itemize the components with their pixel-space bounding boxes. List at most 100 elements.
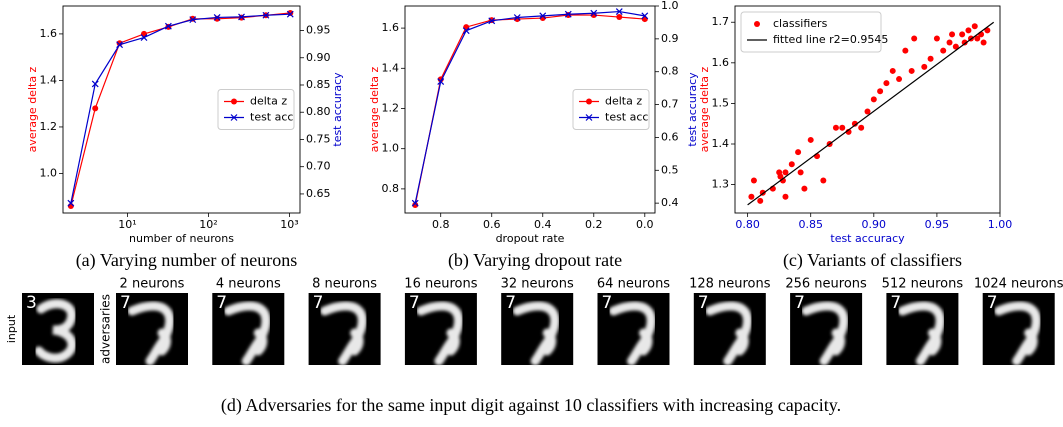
marker bbox=[757, 197, 764, 204]
y2-tick-label: 0.6 bbox=[661, 130, 679, 143]
x-tick-label: 0.8 bbox=[432, 218, 450, 231]
marker bbox=[949, 31, 956, 38]
y2-tick-label: 0.7 bbox=[661, 98, 679, 111]
input-label: input bbox=[5, 314, 18, 343]
digit-label: 7 bbox=[409, 293, 420, 313]
column-title: 2 neurons bbox=[120, 277, 185, 292]
caption: (c) Variants of classifiers bbox=[783, 250, 962, 271]
marker bbox=[797, 169, 804, 176]
marker bbox=[788, 161, 795, 168]
marker bbox=[641, 16, 648, 23]
column-title: 16 neurons bbox=[404, 277, 477, 292]
chart-panel: 0.8 0.6 0.4 0.2 0.0 0.8 1.0 1.2 1.4 1.6 0.4 0.5 0.6 0… bbox=[368, 0, 699, 245]
marker bbox=[959, 31, 966, 38]
chart-panel: 10¹ 10² 10³ 1.0 1.2 1.4 1.6 0.65 0.70 0.75 0.80 0.8… bbox=[26, 5, 344, 245]
digit-stroke bbox=[320, 301, 367, 366]
y2-tick-label: 0.70 bbox=[306, 160, 331, 173]
y2-tick-label: 0.95 bbox=[306, 24, 331, 37]
legend-label: fitted line r2=0.9545 bbox=[773, 33, 888, 46]
digit-stroke bbox=[416, 301, 464, 366]
legend-label: test acc bbox=[605, 111, 648, 124]
x-tick-label: 0.4 bbox=[534, 218, 552, 231]
y2-tick-label: 0.90 bbox=[306, 51, 331, 64]
marker bbox=[412, 201, 419, 208]
column-title: 8 neurons bbox=[312, 277, 377, 292]
legend-label: delta z bbox=[250, 95, 287, 108]
digit-label: 7 bbox=[987, 293, 998, 313]
marker bbox=[67, 199, 75, 207]
marker bbox=[286, 10, 294, 18]
x-tick-label: 0.6 bbox=[483, 218, 501, 231]
marker bbox=[946, 39, 953, 46]
y-tick-label: 0.8 bbox=[382, 182, 400, 195]
marker bbox=[911, 35, 918, 42]
column-title: 1024 neurons bbox=[974, 277, 1063, 292]
y-tick-label: 1.6 bbox=[40, 27, 58, 40]
marker bbox=[189, 16, 197, 24]
column-title: 4 neurons bbox=[216, 277, 281, 292]
marker bbox=[795, 149, 802, 156]
y2-axis-label: test accuracy bbox=[686, 72, 699, 147]
y-axis-label: average delta z bbox=[368, 66, 381, 152]
marker bbox=[889, 67, 896, 74]
y-tick-label: 1.4 bbox=[382, 61, 400, 74]
marker bbox=[820, 177, 827, 184]
marker bbox=[164, 22, 172, 30]
digit-label: 7 bbox=[602, 293, 613, 313]
x-tick-label: 10³ bbox=[280, 218, 298, 231]
caption: (a) Varying number of neurons bbox=[76, 250, 298, 271]
marker bbox=[933, 35, 940, 42]
plot-frame bbox=[404, 5, 656, 214]
digit-stroke bbox=[223, 301, 271, 366]
marker bbox=[238, 13, 245, 21]
marker bbox=[411, 199, 419, 207]
y-tick-label: 1.0 bbox=[382, 142, 400, 155]
legend-box bbox=[740, 11, 882, 53]
digit-label: 7 bbox=[794, 293, 805, 313]
y-axis-label: average delta z bbox=[26, 66, 39, 152]
marker bbox=[116, 41, 124, 49]
y-tick-label: 1.7 bbox=[712, 15, 730, 28]
legend-label: test acc bbox=[250, 111, 293, 124]
y-tick-label: 1.2 bbox=[382, 101, 400, 114]
plot-frame bbox=[734, 5, 1001, 214]
marker bbox=[782, 193, 789, 200]
marker bbox=[896, 76, 903, 83]
caption: (d) Adversaries for the same input digit… bbox=[221, 395, 841, 416]
marker bbox=[984, 27, 991, 34]
marker bbox=[921, 63, 928, 70]
legend-box bbox=[217, 89, 295, 130]
marker bbox=[488, 17, 496, 25]
x-tick-label: 0.85 bbox=[798, 218, 823, 231]
marker bbox=[748, 193, 755, 200]
marker bbox=[940, 47, 947, 54]
marker bbox=[908, 67, 915, 74]
x-tick-label: 0.90 bbox=[862, 218, 887, 231]
legend-marker bbox=[231, 98, 237, 105]
series-line bbox=[70, 13, 291, 204]
digit-stroke bbox=[127, 301, 175, 366]
x-tick-label: 1.00 bbox=[988, 218, 1013, 231]
x-axis-label: test accuracy bbox=[830, 232, 905, 245]
digit-stroke bbox=[994, 301, 1041, 366]
marker bbox=[801, 185, 808, 192]
marker bbox=[971, 23, 978, 30]
digit-label: 7 bbox=[313, 293, 324, 313]
y-tick-label: 1.4 bbox=[712, 137, 730, 150]
marker bbox=[564, 10, 572, 18]
x-tick-label: 10¹ bbox=[118, 218, 136, 231]
column-title: 256 neurons bbox=[785, 277, 867, 292]
digit-stroke bbox=[34, 299, 77, 363]
y2-tick-label: 0.9 bbox=[661, 32, 679, 45]
x-tick-label: 0.2 bbox=[585, 218, 603, 231]
marker bbox=[952, 43, 959, 50]
y2-axis-label: test accuracy bbox=[331, 72, 344, 147]
digit-label: 7 bbox=[505, 293, 516, 313]
marker bbox=[590, 9, 598, 17]
marker bbox=[961, 39, 968, 46]
adversaries-label: adversaries bbox=[99, 294, 113, 364]
y2-tick-label: 1.0 bbox=[661, 0, 679, 12]
y-tick-label: 1.3 bbox=[712, 178, 730, 191]
column-title: 512 neurons bbox=[882, 277, 964, 292]
